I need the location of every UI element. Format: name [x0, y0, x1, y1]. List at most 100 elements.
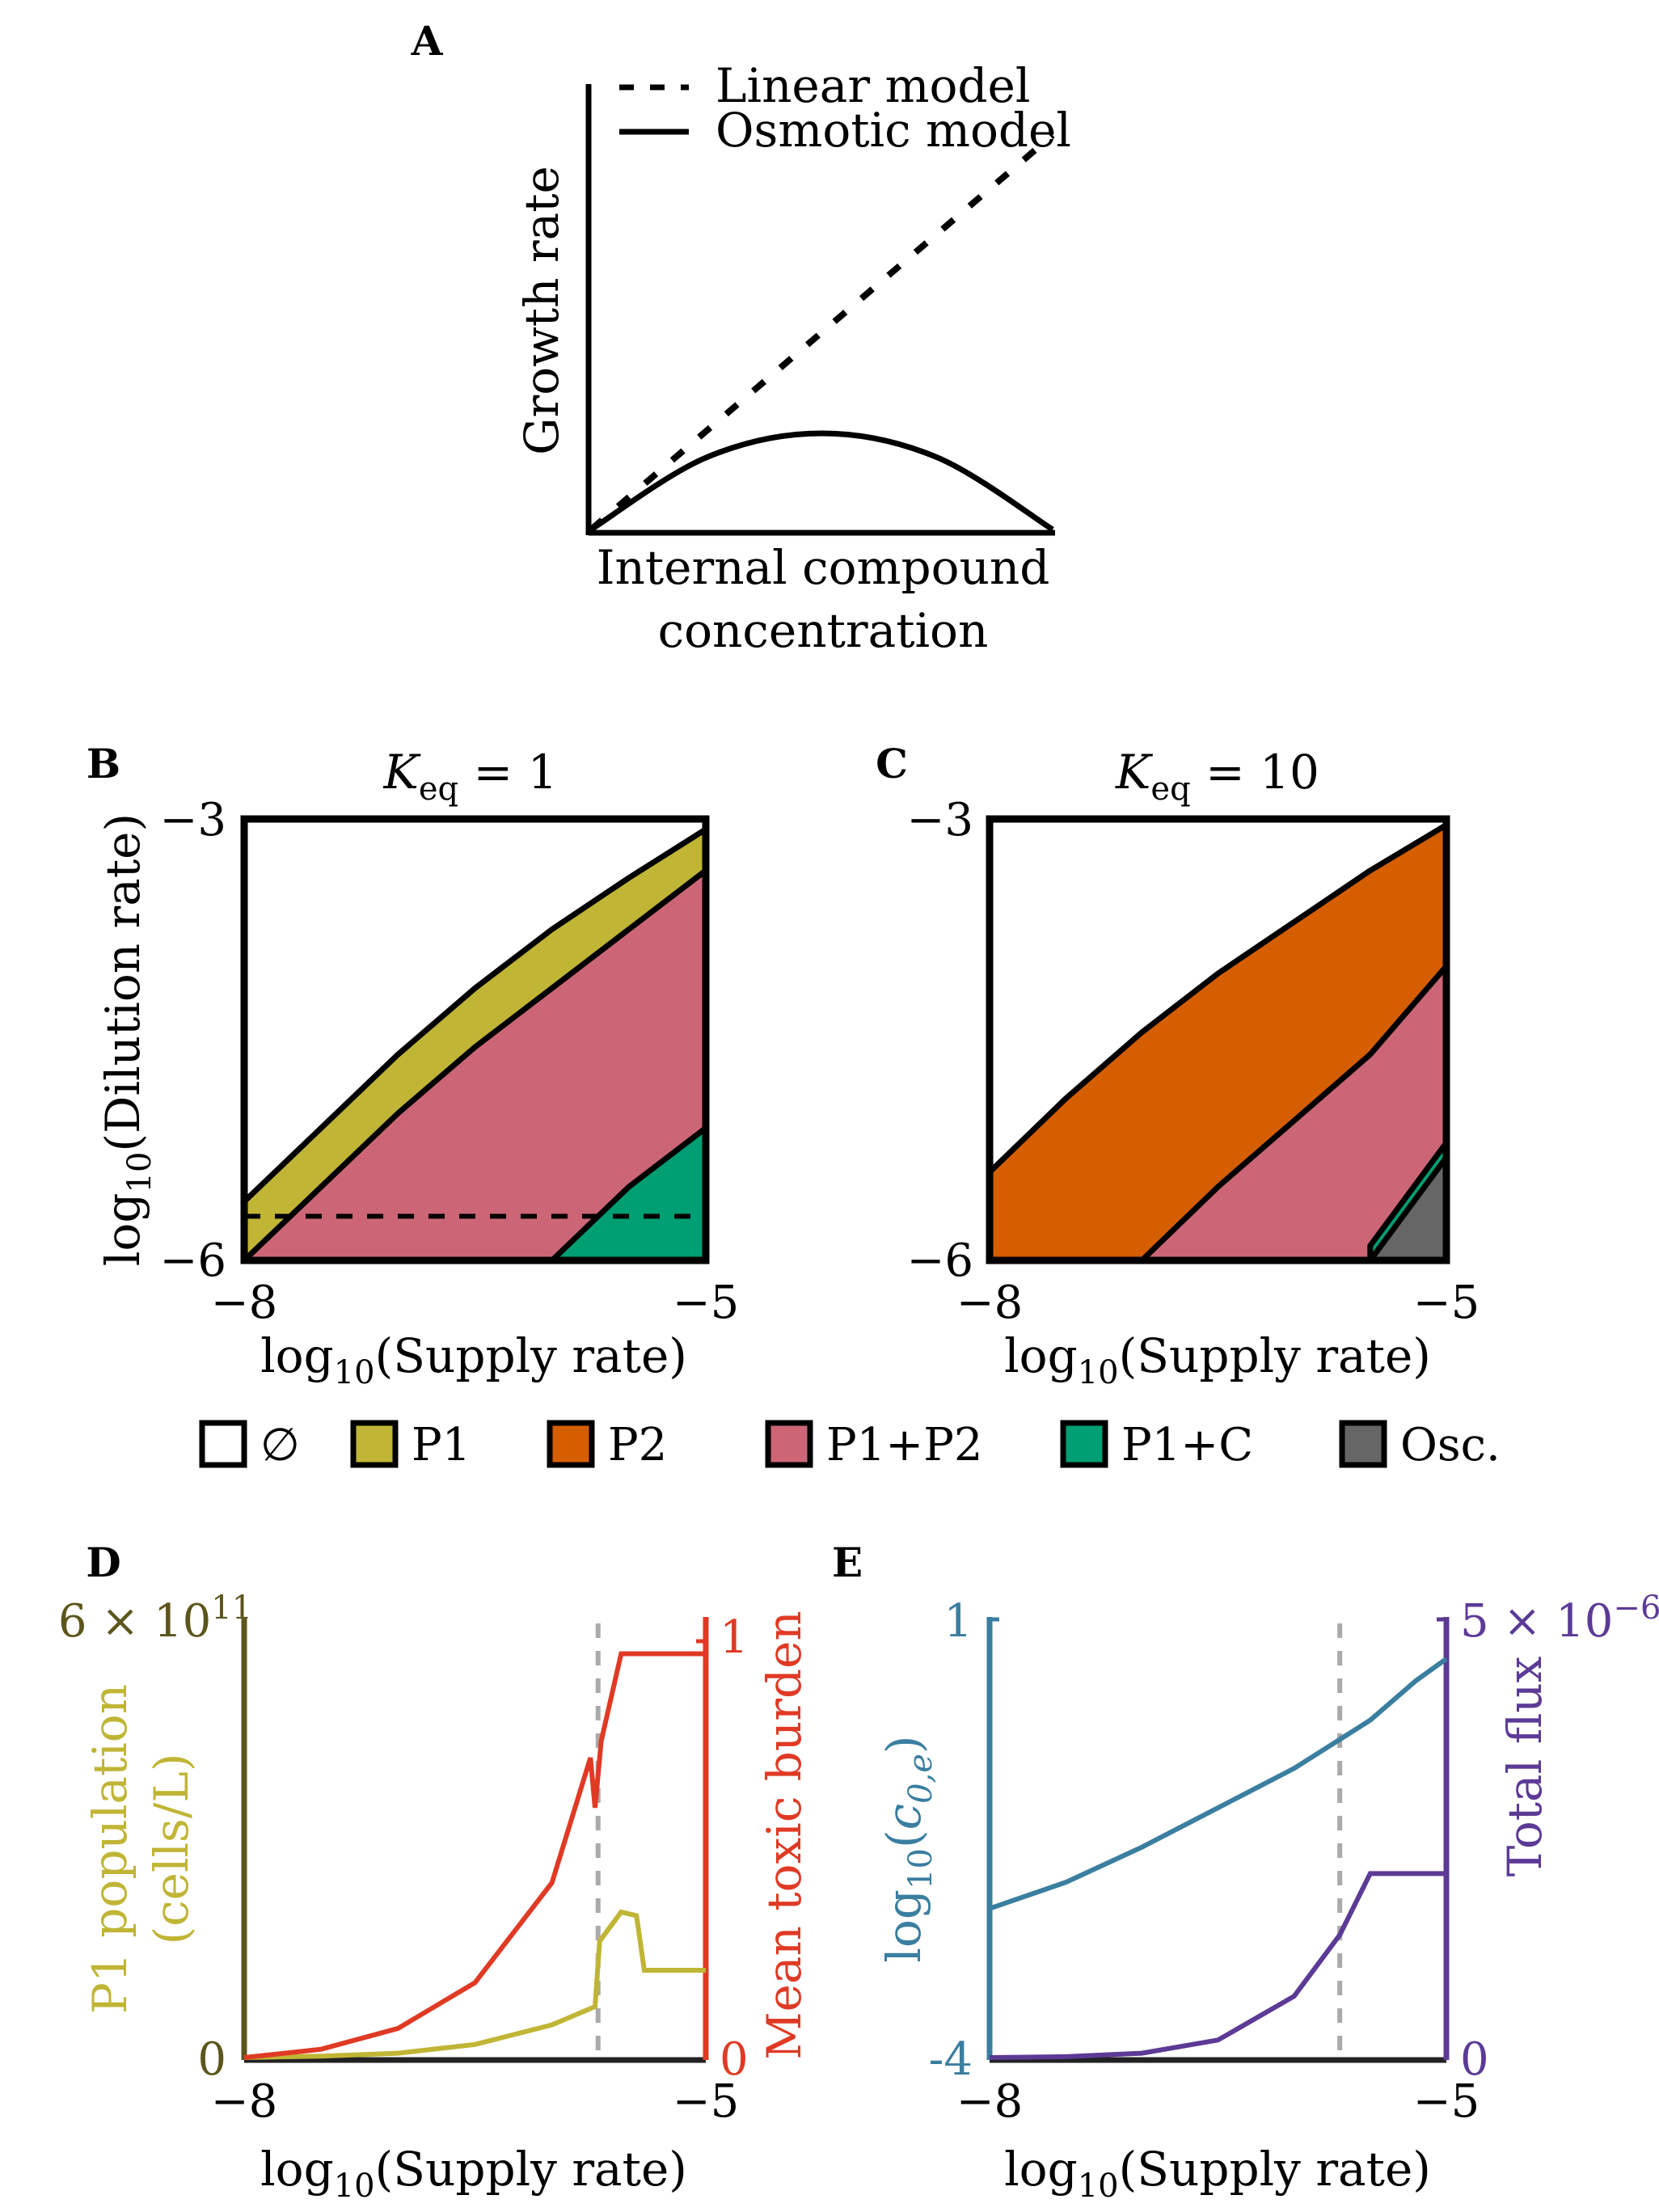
panel-c-ytick-bottom: −6 — [906, 1235, 973, 1287]
panel-d: D 6 × 1011 0 1 0 P1 population (cells/L)… — [58, 1539, 812, 2205]
panel-d-xlabel: log10(Supply rate) — [260, 2142, 687, 2205]
panel-e-xtick-left: −8 — [956, 2075, 1024, 2128]
legend-label-p1: P1 — [412, 1419, 471, 1471]
legend-linear-model-label: Linear model — [716, 58, 1030, 113]
legend-swatch-empty — [199, 1420, 247, 1468]
panel-d-xtick-right: −5 — [673, 2075, 740, 2128]
panel-e: E 1 -4 5 × 10−6 0 log10(c0,e) Total flux… — [832, 1539, 1659, 2205]
panel-c-xlabel: log10(Supply rate) — [1004, 1328, 1431, 1391]
panel-b-regions — [244, 826, 706, 1260]
panel-c-xtick-left: −8 — [956, 1277, 1024, 1329]
panel-c-xlabel-sub: 10 — [1078, 1354, 1119, 1391]
region-p1-c — [549, 1125, 706, 1260]
panel-c-title-sub: eq — [1150, 770, 1190, 808]
panel-c-label: C — [876, 740, 908, 787]
panel-c-title-rest: = 10 — [1191, 745, 1319, 800]
panel-c-xtick-right: −5 — [1413, 1277, 1480, 1329]
region-legend: ∅ P1 P2 P1+P2 P1+C Osc. — [199, 1419, 1501, 1471]
panel-d-right-top: 1 — [720, 1611, 749, 1664]
panel-e-left-axis-var-sub: 0,e — [902, 1754, 939, 1804]
panel-b-xlabel-sub: 10 — [334, 1354, 375, 1391]
c-regions-clipped — [990, 821, 1446, 1260]
panel-b-ytick-bottom: −6 — [159, 1235, 226, 1287]
panel-b-ytick-top: −3 — [159, 794, 226, 846]
panel-b-title-sub: eq — [419, 770, 458, 808]
panel-d-right-axis-label: Mean toxic burden — [757, 1610, 812, 2060]
b-regions-clipped — [244, 826, 706, 1260]
panel-d-xlabel-sub: 10 — [334, 2168, 375, 2205]
legend-label-p1c: P1+C — [1121, 1419, 1253, 1471]
panel-e-right-top: 5 × 10−6 — [1460, 1589, 1659, 1648]
panel-b-ylabel-post: (Dilution rate) — [95, 813, 150, 1152]
osmotic-model-line — [589, 430, 1054, 532]
panel-b-xlabel-pre: log — [260, 1328, 334, 1383]
panel-b-xlabel-post: (Supply rate) — [375, 1328, 687, 1383]
panel-d-xlabel-post: (Supply rate) — [375, 2142, 687, 2197]
region-p1-p2 — [1138, 963, 1446, 1260]
panel-b-title-var: K — [383, 745, 422, 800]
panel-c: C Keq = 10 −3 −6 −8 −5 log10(Supply rate… — [876, 740, 1480, 1391]
panel-d-left-axis-label-line2: (cells/L) — [144, 1754, 199, 1945]
panel-e-left-bottom: -4 — [928, 2033, 973, 2086]
panel-e-left-axis-pre: log — [876, 1889, 931, 1963]
panel-b-title: Keq = 1 — [383, 745, 558, 808]
p1-population-line — [243, 1909, 706, 2060]
panel-b-title-rest: = 1 — [458, 745, 557, 800]
panel-b: B Keq = 1 −3 −6 −8 −5 log10(Supply rate)… — [87, 740, 739, 1391]
panel-d-xlabel-pre: log — [260, 2142, 334, 2197]
panel-e-xlabel-sub: 10 — [1078, 2168, 1119, 2205]
panel-b-frame — [240, 815, 710, 1264]
mean-toxic-burden-line — [243, 1651, 706, 2060]
panel-e-left-axis-var: c — [876, 1804, 931, 1830]
region-osc — [1367, 1155, 1446, 1260]
panel-d-label: D — [86, 1539, 120, 1586]
panel-e-right-axis-label: Total flux — [1497, 1657, 1552, 1877]
legend-label-p1p2: P1+P2 — [826, 1419, 983, 1471]
panel-b-ylabel-sub: 10 — [121, 1152, 158, 1193]
panel-e-xlabel: log10(Supply rate) — [1004, 2142, 1431, 2205]
panel-e-left-axis-label: log10(c0,e) — [876, 1735, 939, 1962]
panel-d-xtick-left: −8 — [211, 2075, 278, 2128]
panel-d-left-axis-label-line1: P1 population — [82, 1684, 137, 2014]
panel-e-left-axis-post: ) — [876, 1735, 931, 1754]
panel-e-left-top: 1 — [943, 1595, 973, 1648]
legend-swatch-osc — [1339, 1420, 1387, 1468]
legend-label-osc: Osc. — [1400, 1419, 1501, 1471]
panel-d-left-bottom: 0 — [197, 2033, 226, 2086]
panel-b-xtick-left: −8 — [211, 1277, 278, 1329]
panel-a-xlabel-line1: Internal compound — [597, 540, 1050, 595]
legend-label-p2: P2 — [608, 1419, 667, 1471]
panel-d-left-top-exp: 11 — [211, 1589, 252, 1627]
legend-swatch-p1p2 — [765, 1420, 813, 1468]
panel-b-ylabel: log10(Dilution rate) — [95, 813, 158, 1266]
panel-d-left-top-pre: 6 × 10 — [58, 1595, 211, 1648]
panel-e-xtick-right: −5 — [1413, 2075, 1480, 2128]
legend-swatch-p1c — [1060, 1420, 1108, 1468]
panel-c-regions — [990, 821, 1446, 1260]
legend-swatch-p1 — [350, 1420, 399, 1468]
legend-swatch-p2 — [547, 1420, 595, 1468]
panel-a-xlabel-line2: concentration — [658, 603, 989, 658]
panel-b-ylabel-pre: log — [95, 1193, 150, 1267]
panel-a-ylabel: Growth rate — [514, 166, 569, 455]
legend-label-empty: ∅ — [260, 1419, 300, 1471]
panel-a-label: A — [411, 17, 444, 65]
total-flux-line — [989, 1871, 1446, 2060]
panel-e-left-axis-mid: ( — [876, 1830, 931, 1848]
panel-e-xlabel-post: (Supply rate) — [1119, 2142, 1431, 2197]
panel-c-title: Keq = 10 — [1115, 745, 1319, 808]
concentration-line — [989, 1657, 1448, 1911]
panel-d-right-bottom: 0 — [720, 2033, 749, 2086]
panel-e-right-top-pre: 5 × 10 — [1460, 1595, 1613, 1648]
legend-osmotic-model-label: Osmotic model — [716, 103, 1071, 158]
panel-d-left-top: 6 × 1011 — [58, 1589, 252, 1648]
panel-b-xlabel: log10(Supply rate) — [260, 1328, 687, 1391]
panel-e-xlabel-pre: log — [1004, 2142, 1078, 2197]
panel-c-ytick-top: −3 — [906, 794, 973, 846]
panel-c-frame — [986, 815, 1450, 1264]
linear-model-line — [589, 133, 1055, 533]
panel-c-xlabel-post: (Supply rate) — [1119, 1328, 1431, 1383]
panel-b-label: B — [87, 740, 120, 787]
panel-e-right-top-exp: −6 — [1613, 1589, 1659, 1627]
